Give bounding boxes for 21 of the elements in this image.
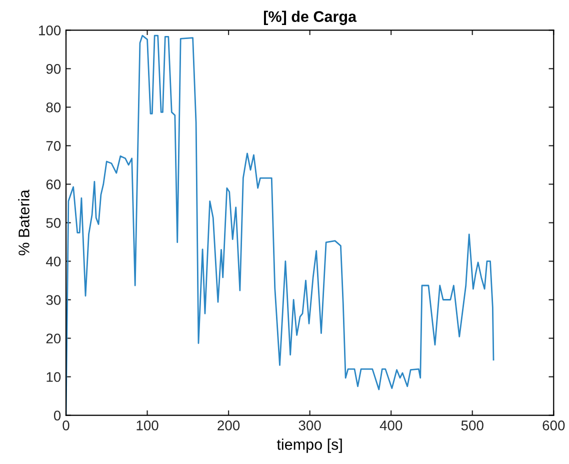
y-tick-label: 50 bbox=[46, 218, 61, 228]
y-tick-label: 0 bbox=[54, 410, 61, 420]
y-tick-label: 80 bbox=[46, 102, 61, 112]
x-tick-label: 500 bbox=[461, 420, 484, 430]
x-tick-label: 300 bbox=[298, 420, 321, 430]
y-axis-title: % Bateria bbox=[18, 190, 30, 256]
y-tick-label: 20 bbox=[46, 334, 61, 344]
x-tick-label: 100 bbox=[136, 420, 158, 430]
y-tick-label: 10 bbox=[46, 372, 61, 382]
x-axis-title: tiempo [s] bbox=[276, 438, 342, 453]
y-tick-label: 40 bbox=[46, 256, 61, 266]
y-tick-label: 100 bbox=[39, 25, 61, 36]
y-tick-label: 60 bbox=[46, 180, 61, 190]
y-tick-label: 90 bbox=[46, 64, 61, 74]
y-tick-label: 70 bbox=[46, 141, 61, 151]
chart-title: [%] de Carga bbox=[264, 10, 357, 26]
y-tick-label: 30 bbox=[46, 295, 61, 305]
x-tick-label: 600 bbox=[542, 420, 565, 430]
x-tick-label: 200 bbox=[218, 420, 240, 430]
x-tick-label: 0 bbox=[62, 420, 70, 430]
x-tick-label: 400 bbox=[380, 420, 402, 430]
